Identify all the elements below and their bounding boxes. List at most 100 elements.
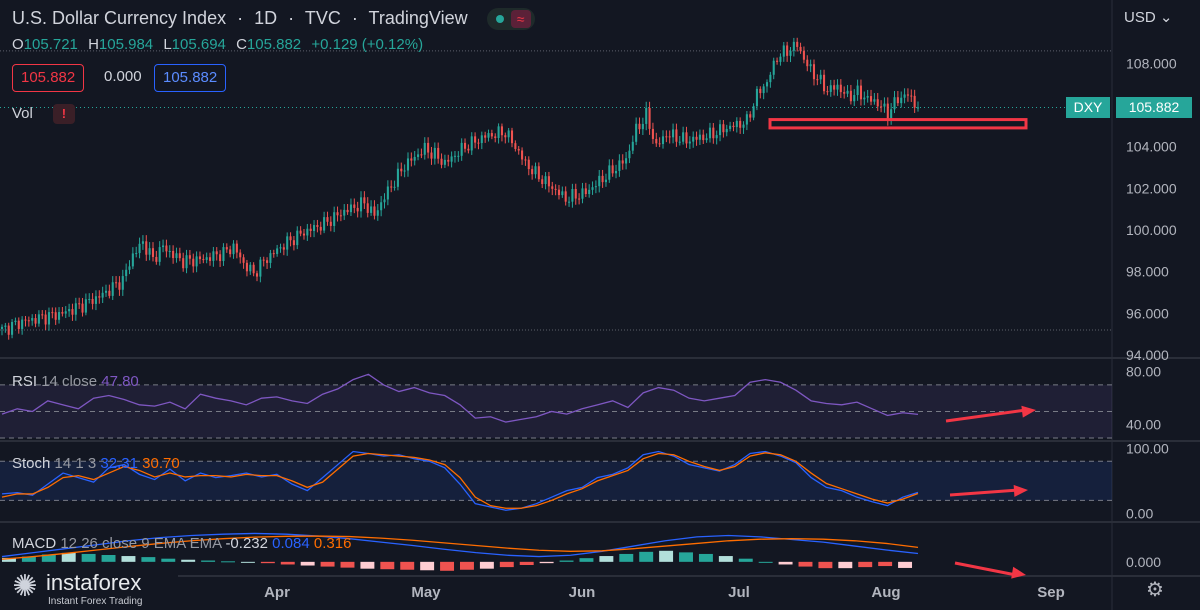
candle[interactable] xyxy=(101,286,104,303)
candle[interactable] xyxy=(564,186,567,206)
candle[interactable] xyxy=(863,91,866,106)
candle[interactable] xyxy=(745,111,748,131)
candle[interactable] xyxy=(17,317,20,334)
candle[interactable] xyxy=(269,249,272,269)
candle[interactable] xyxy=(796,37,799,52)
candle[interactable] xyxy=(249,262,252,275)
candle[interactable] xyxy=(809,59,812,73)
macd-pane[interactable] xyxy=(1,532,919,571)
candle[interactable] xyxy=(601,169,604,188)
candle[interactable] xyxy=(702,129,705,145)
candle[interactable] xyxy=(84,293,87,316)
candle[interactable] xyxy=(356,201,359,218)
candle[interactable] xyxy=(316,219,319,233)
candle[interactable] xyxy=(651,122,654,144)
candle[interactable] xyxy=(78,297,81,309)
candle[interactable] xyxy=(772,57,775,80)
candle[interactable] xyxy=(638,117,641,134)
candle[interactable] xyxy=(302,228,306,240)
candle[interactable] xyxy=(141,235,144,250)
candle[interactable] xyxy=(705,133,708,143)
candle[interactable] xyxy=(91,293,94,310)
candle[interactable] xyxy=(31,314,34,326)
candle[interactable] xyxy=(14,317,17,326)
candle[interactable] xyxy=(665,130,668,143)
candle[interactable] xyxy=(557,184,561,200)
candle[interactable] xyxy=(198,251,202,264)
candle[interactable] xyxy=(846,85,849,98)
candle[interactable] xyxy=(635,117,638,146)
sell-button[interactable]: 105.882 xyxy=(12,64,85,92)
candle[interactable] xyxy=(182,252,185,272)
candle[interactable] xyxy=(574,183,577,205)
candle[interactable] xyxy=(618,154,621,177)
candle[interactable] xyxy=(272,249,275,258)
candle[interactable] xyxy=(145,235,148,261)
candle[interactable] xyxy=(484,131,487,143)
candle[interactable] xyxy=(682,126,685,145)
candle[interactable] xyxy=(299,226,302,237)
candle[interactable] xyxy=(504,132,507,144)
candle[interactable] xyxy=(762,83,765,100)
candle[interactable] xyxy=(74,297,77,321)
candle[interactable] xyxy=(490,129,493,140)
candle[interactable] xyxy=(621,154,624,170)
candle[interactable] xyxy=(252,262,255,277)
candle[interactable] xyxy=(611,159,614,177)
candle[interactable] xyxy=(916,101,920,112)
candle[interactable] xyxy=(789,47,792,63)
candle[interactable] xyxy=(507,127,510,143)
candle[interactable] xyxy=(547,171,550,193)
annotation-layer[interactable] xyxy=(768,118,1036,579)
candle[interactable] xyxy=(44,310,47,331)
candle[interactable] xyxy=(313,220,316,238)
candle[interactable] xyxy=(833,79,836,96)
candle[interactable] xyxy=(900,91,903,108)
candle[interactable] xyxy=(403,164,406,178)
candle[interactable] xyxy=(115,276,118,288)
candle[interactable] xyxy=(708,122,712,143)
candle[interactable] xyxy=(158,241,161,266)
candle[interactable] xyxy=(802,46,805,64)
candle[interactable] xyxy=(645,101,648,131)
candle[interactable] xyxy=(568,196,571,207)
candle[interactable] xyxy=(688,136,691,150)
candle[interactable] xyxy=(259,256,262,283)
candle[interactable] xyxy=(843,86,846,99)
candle[interactable] xyxy=(819,69,822,85)
candle[interactable] xyxy=(759,86,762,99)
stoch-legend[interactable]: Stoch 14 1 3 32.31 30.70 xyxy=(12,455,180,472)
candle[interactable] xyxy=(319,221,322,235)
candle[interactable] xyxy=(812,59,816,86)
rsi-pane[interactable] xyxy=(0,373,1112,439)
candle[interactable] xyxy=(131,247,134,270)
candle[interactable] xyxy=(541,175,544,189)
candle[interactable] xyxy=(413,150,416,166)
candle[interactable] xyxy=(685,126,688,148)
candle[interactable] xyxy=(323,211,326,234)
candle[interactable] xyxy=(641,117,644,136)
candle[interactable] xyxy=(306,223,309,241)
candle[interactable] xyxy=(353,198,356,214)
candle[interactable] xyxy=(393,180,396,191)
candle[interactable] xyxy=(54,307,57,325)
candle[interactable] xyxy=(235,240,238,259)
candle[interactable] xyxy=(296,226,299,250)
candle[interactable] xyxy=(786,41,789,62)
candle[interactable] xyxy=(151,242,155,262)
candle[interactable] xyxy=(463,138,467,153)
candle[interactable] xyxy=(487,129,490,142)
candle[interactable] xyxy=(856,79,859,101)
candle[interactable] xyxy=(373,200,376,220)
candle[interactable] xyxy=(554,184,557,196)
candle[interactable] xyxy=(799,42,802,54)
candle[interactable] xyxy=(591,181,594,195)
candle[interactable] xyxy=(494,133,497,143)
candle[interactable] xyxy=(625,151,628,170)
candle[interactable] xyxy=(792,37,795,57)
candle[interactable] xyxy=(849,84,852,105)
candle[interactable] xyxy=(829,79,832,97)
candle[interactable] xyxy=(608,159,611,183)
candle[interactable] xyxy=(245,259,248,277)
